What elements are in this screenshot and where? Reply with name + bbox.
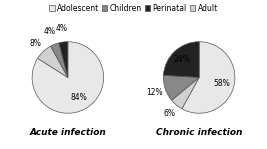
Wedge shape bbox=[32, 42, 104, 113]
Wedge shape bbox=[182, 42, 235, 113]
Text: 24%: 24% bbox=[174, 55, 190, 64]
Text: 58%: 58% bbox=[213, 79, 230, 88]
Wedge shape bbox=[163, 42, 199, 77]
Text: 4%: 4% bbox=[56, 24, 68, 33]
Legend: Adolescent, Children, Perinatal, Adult: Adolescent, Children, Perinatal, Adult bbox=[49, 4, 218, 13]
Text: 8%: 8% bbox=[30, 39, 41, 48]
Text: 6%: 6% bbox=[163, 109, 175, 118]
Wedge shape bbox=[163, 75, 199, 100]
Wedge shape bbox=[172, 77, 199, 109]
Wedge shape bbox=[51, 43, 68, 77]
Wedge shape bbox=[38, 46, 68, 77]
Title: Acute infection: Acute infection bbox=[29, 128, 106, 138]
Wedge shape bbox=[59, 42, 68, 77]
Text: 4%: 4% bbox=[44, 27, 56, 36]
Text: 84%: 84% bbox=[71, 93, 87, 102]
Title: Chronic infection: Chronic infection bbox=[156, 128, 242, 138]
Text: 12%: 12% bbox=[146, 88, 163, 97]
